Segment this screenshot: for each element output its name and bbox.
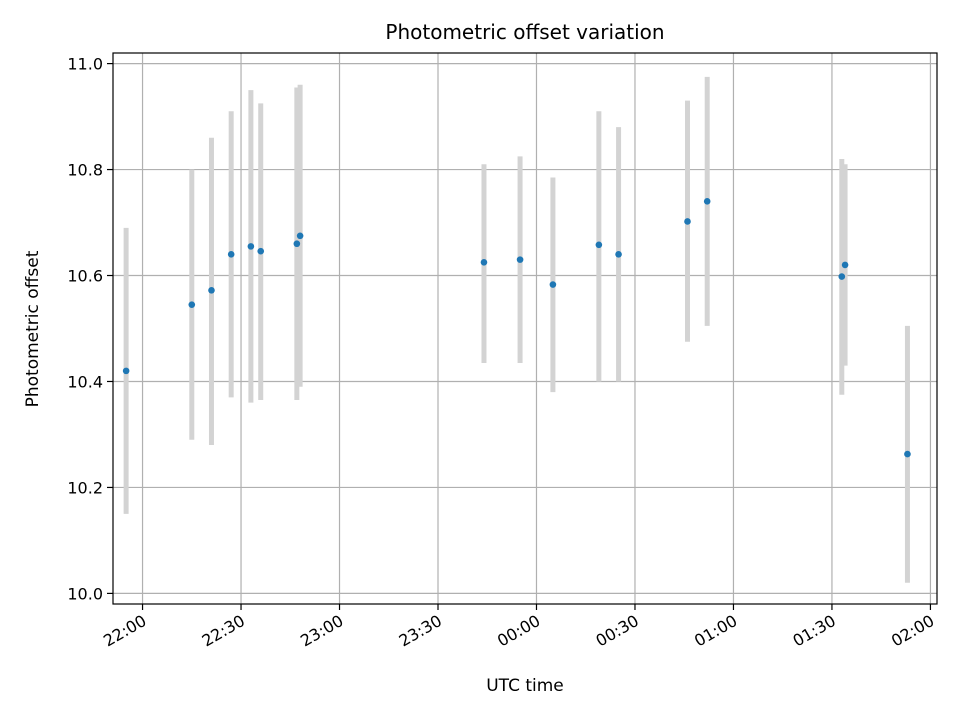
y-tick-label: 10.8 xyxy=(67,161,103,180)
y-tick-label: 11.0 xyxy=(67,55,103,74)
y-tick-label: 10.0 xyxy=(67,584,103,603)
data-point xyxy=(296,232,304,240)
data-points xyxy=(122,198,911,458)
y-axis-label: Photometric offset xyxy=(23,250,43,407)
data-point xyxy=(841,261,849,269)
data-point xyxy=(595,241,603,249)
data-point xyxy=(904,450,911,458)
plot-frame xyxy=(112,52,938,605)
y-tick-label: 10.4 xyxy=(67,372,103,391)
data-point xyxy=(549,281,557,288)
x-axis-label: UTC time xyxy=(486,676,564,696)
data-point xyxy=(516,256,524,263)
data-point xyxy=(293,240,301,248)
y-axis-ticks: 10.0 10.2 10.4 10.6 10.8 11.0 xyxy=(67,55,113,603)
data-point xyxy=(122,367,130,375)
data-point xyxy=(257,247,265,255)
data-point xyxy=(703,198,711,205)
data-point xyxy=(188,301,196,308)
data-point xyxy=(684,218,691,225)
data-point xyxy=(227,251,235,258)
data-point xyxy=(247,243,255,250)
data-point xyxy=(208,287,215,294)
y-tick-label: 10.2 xyxy=(67,478,103,497)
data-point xyxy=(615,251,622,258)
y-tick-label: 10.6 xyxy=(67,267,103,286)
chart-title: Photometric offset variation xyxy=(385,20,664,44)
data-point xyxy=(838,273,846,280)
data-point xyxy=(480,258,488,266)
